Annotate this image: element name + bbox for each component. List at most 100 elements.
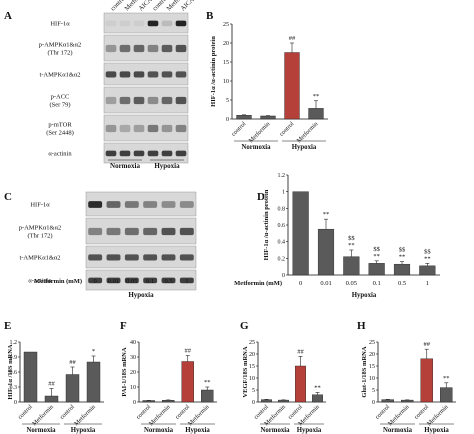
y-axis-label: HIF-1α /α-actinin protein — [263, 189, 270, 260]
x-tick-label: 0.1 — [373, 280, 381, 287]
blot-strip — [103, 114, 189, 142]
blot-row-label: p-ACC — [51, 94, 70, 101]
blot-band — [124, 277, 139, 284]
bar — [368, 263, 385, 276]
blot-band — [106, 227, 121, 236]
panel-letter: E — [4, 320, 11, 332]
blot-band — [161, 96, 173, 105]
blot-row-label: (Ser 79) — [49, 102, 70, 109]
y-tick-label: 15 — [249, 364, 255, 370]
blot-band — [147, 20, 159, 27]
y-axis-label: Glut-1/18S mRNA — [361, 346, 368, 397]
x-tick-label: control — [413, 403, 431, 421]
blot-band — [133, 20, 145, 27]
bar — [261, 399, 272, 403]
y-tick-label: 20 — [369, 352, 375, 358]
blot-strip — [85, 245, 197, 269]
blot-strip — [85, 269, 197, 291]
blot-row-label: α-actinin — [48, 151, 72, 158]
bar — [278, 399, 289, 403]
x-tick-label: control — [374, 403, 392, 421]
x-tick-label: control — [230, 120, 248, 138]
group-label: Hypoxia — [297, 427, 322, 434]
blot-band — [179, 201, 194, 208]
blot-band — [133, 96, 145, 105]
blot-band — [161, 227, 176, 236]
blot-band — [106, 201, 121, 208]
blot-strip — [103, 86, 189, 114]
blot-panel-C: C HIF-1α p-AMPKα1&α2(Thr 172) t-AMPKα1&α2 α-… — [4, 191, 197, 299]
blot-band — [147, 124, 159, 133]
significance-mark: ## — [289, 35, 296, 42]
significance-mark: * — [92, 348, 95, 355]
panel-letter: D — [257, 191, 265, 203]
y-tick-label: 0.6 — [10, 370, 18, 376]
blot-row-label: p-AMPKα1&α2 — [39, 42, 82, 49]
blot-band — [143, 277, 158, 284]
group-label: Normoxia — [26, 427, 56, 434]
blot-band — [179, 277, 194, 284]
bar — [295, 365, 306, 403]
y-tick-label: 20 — [249, 352, 255, 358]
blot-band — [133, 71, 145, 78]
dose-label: 0.1 — [146, 278, 154, 285]
blot-band — [161, 71, 173, 78]
group-label: Hypoxia — [292, 144, 317, 151]
blot-band — [105, 20, 117, 27]
significance-mark: $$ — [424, 248, 431, 255]
significance-mark: ** — [348, 242, 355, 249]
bar — [162, 400, 175, 403]
significance-mark: ** — [424, 255, 431, 262]
bar — [44, 395, 59, 403]
y-tick-label: 0 — [133, 400, 136, 406]
y-tick-label: 30 — [130, 355, 136, 361]
blot-band — [175, 20, 187, 27]
y-axis-label: VEGF/18S mRNA — [242, 346, 249, 397]
blot-panel-A: A HIF-1α p-AMPKα1&α2(Thr 172) t-AMPKα1&α2 p-… — [4, 0, 199, 170]
bar — [142, 400, 155, 403]
bar — [401, 399, 414, 403]
blot-band — [124, 201, 139, 208]
y-axis-label: HIF-1α /α-actinin protein — [210, 36, 217, 107]
panel-letter: B — [206, 10, 214, 22]
blot-strip — [103, 142, 189, 164]
y-tick-label: 0.3 — [10, 385, 18, 391]
blot-band — [105, 124, 117, 133]
y-tick-label: 5 — [252, 388, 255, 394]
dose-label: 0.5 — [164, 278, 172, 285]
blot-strip — [85, 191, 197, 217]
bar — [312, 394, 323, 403]
blot-band — [124, 227, 139, 236]
blot-band — [147, 44, 159, 53]
blot-strip — [103, 12, 189, 34]
blot-band — [175, 71, 187, 78]
y-tick-label: 25 — [223, 22, 229, 28]
bar — [284, 52, 300, 120]
blot-band — [119, 96, 131, 105]
panel-letter: G — [240, 320, 249, 332]
bar — [65, 374, 80, 403]
panel-letter: C — [4, 191, 12, 203]
y-axis-label: PAI-1/18S mRNA — [121, 347, 128, 396]
bar — [317, 228, 335, 276]
group-label: Hypoxia — [128, 291, 154, 299]
blot-band — [161, 277, 176, 284]
group-label: Normoxia — [110, 162, 140, 170]
blot-band — [161, 20, 173, 27]
x-tick-label: control — [59, 403, 77, 421]
y-tick-label: 10 — [130, 385, 136, 391]
blot-band — [175, 44, 187, 53]
bar — [86, 361, 101, 403]
y-tick-label: 0.6 — [278, 223, 286, 229]
blot-band — [119, 44, 131, 53]
blot-row-label: α-actinin — [28, 278, 52, 285]
dose-axis-label: Metformin (mM) — [34, 278, 82, 285]
group-label: Hypoxia — [71, 427, 96, 434]
blot-band — [161, 254, 176, 261]
blot-band — [143, 201, 158, 208]
chart-panel-D: D 0 0.2 0.4 0.6 0.8 1 1.2 HIF-1α /α-actinin prot… — [234, 173, 440, 299]
blot-row-label: (Ser 2448) — [46, 130, 74, 137]
